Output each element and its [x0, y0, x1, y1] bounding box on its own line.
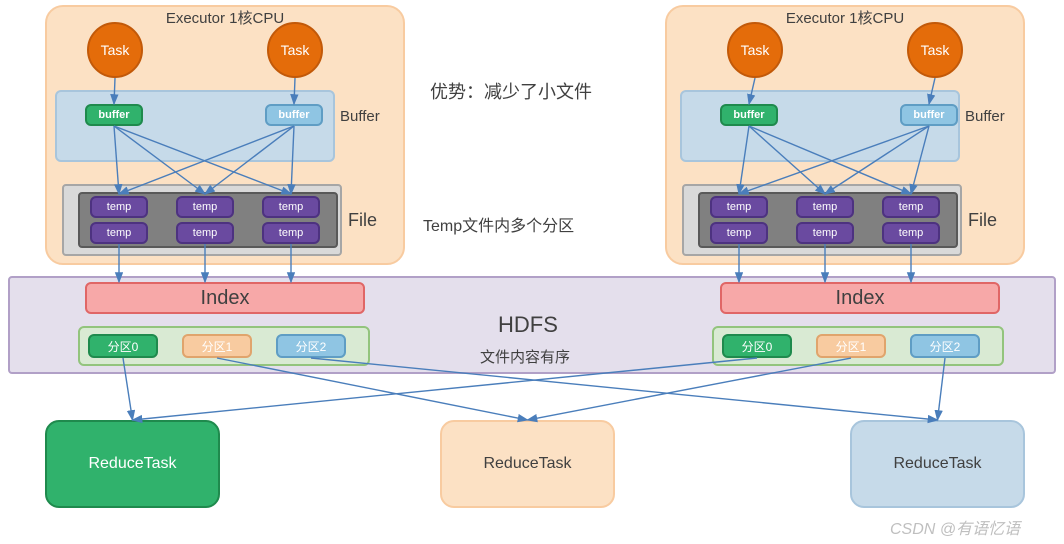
index-box: Index: [720, 282, 1000, 314]
temp-node: temp: [710, 222, 768, 244]
temp-node: temp: [90, 196, 148, 218]
task-node: Task: [267, 22, 323, 78]
task-node: Task: [907, 22, 963, 78]
partition-1: 分区1: [182, 334, 252, 358]
partition-1: 分区1: [816, 334, 886, 358]
buffer-node: buffer: [85, 104, 143, 126]
partition-0: 分区0: [722, 334, 792, 358]
file-label: File: [348, 210, 377, 231]
advantage-note: 优势：减少了小文件: [430, 78, 592, 104]
task-node: Task: [87, 22, 143, 78]
buffer-label: Buffer: [340, 108, 380, 125]
hdfs-title: HDFS: [498, 312, 558, 338]
buffer-node: buffer: [265, 104, 323, 126]
buffer-panel: [680, 90, 960, 162]
partition-0: 分区0: [88, 334, 158, 358]
temp-note: Temp文件内多个分区: [423, 212, 574, 236]
temp-node: temp: [882, 196, 940, 218]
temp-node: temp: [710, 196, 768, 218]
index-box: Index: [85, 282, 365, 314]
executor-title: Executor 1核CPU: [765, 7, 925, 28]
buffer-node: buffer: [900, 104, 958, 126]
watermark: CSDN @有语忆语: [890, 515, 1020, 539]
task-node: Task: [727, 22, 783, 78]
buffer-node: buffer: [720, 104, 778, 126]
temp-node: temp: [262, 222, 320, 244]
temp-node: temp: [176, 196, 234, 218]
temp-node: temp: [90, 222, 148, 244]
reduce-task: ReduceTask: [45, 420, 220, 508]
buffer-label: Buffer: [965, 108, 1005, 125]
temp-node: temp: [262, 196, 320, 218]
reduce-task: ReduceTask: [440, 420, 615, 508]
temp-node: temp: [796, 222, 854, 244]
hdfs-note: 文件内容有序: [480, 346, 570, 367]
partition-2: 分区2: [910, 334, 980, 358]
temp-node: temp: [176, 222, 234, 244]
partition-2: 分区2: [276, 334, 346, 358]
file-label: File: [968, 210, 997, 231]
temp-node: temp: [882, 222, 940, 244]
buffer-panel: [55, 90, 335, 162]
temp-node: temp: [796, 196, 854, 218]
reduce-task: ReduceTask: [850, 420, 1025, 508]
